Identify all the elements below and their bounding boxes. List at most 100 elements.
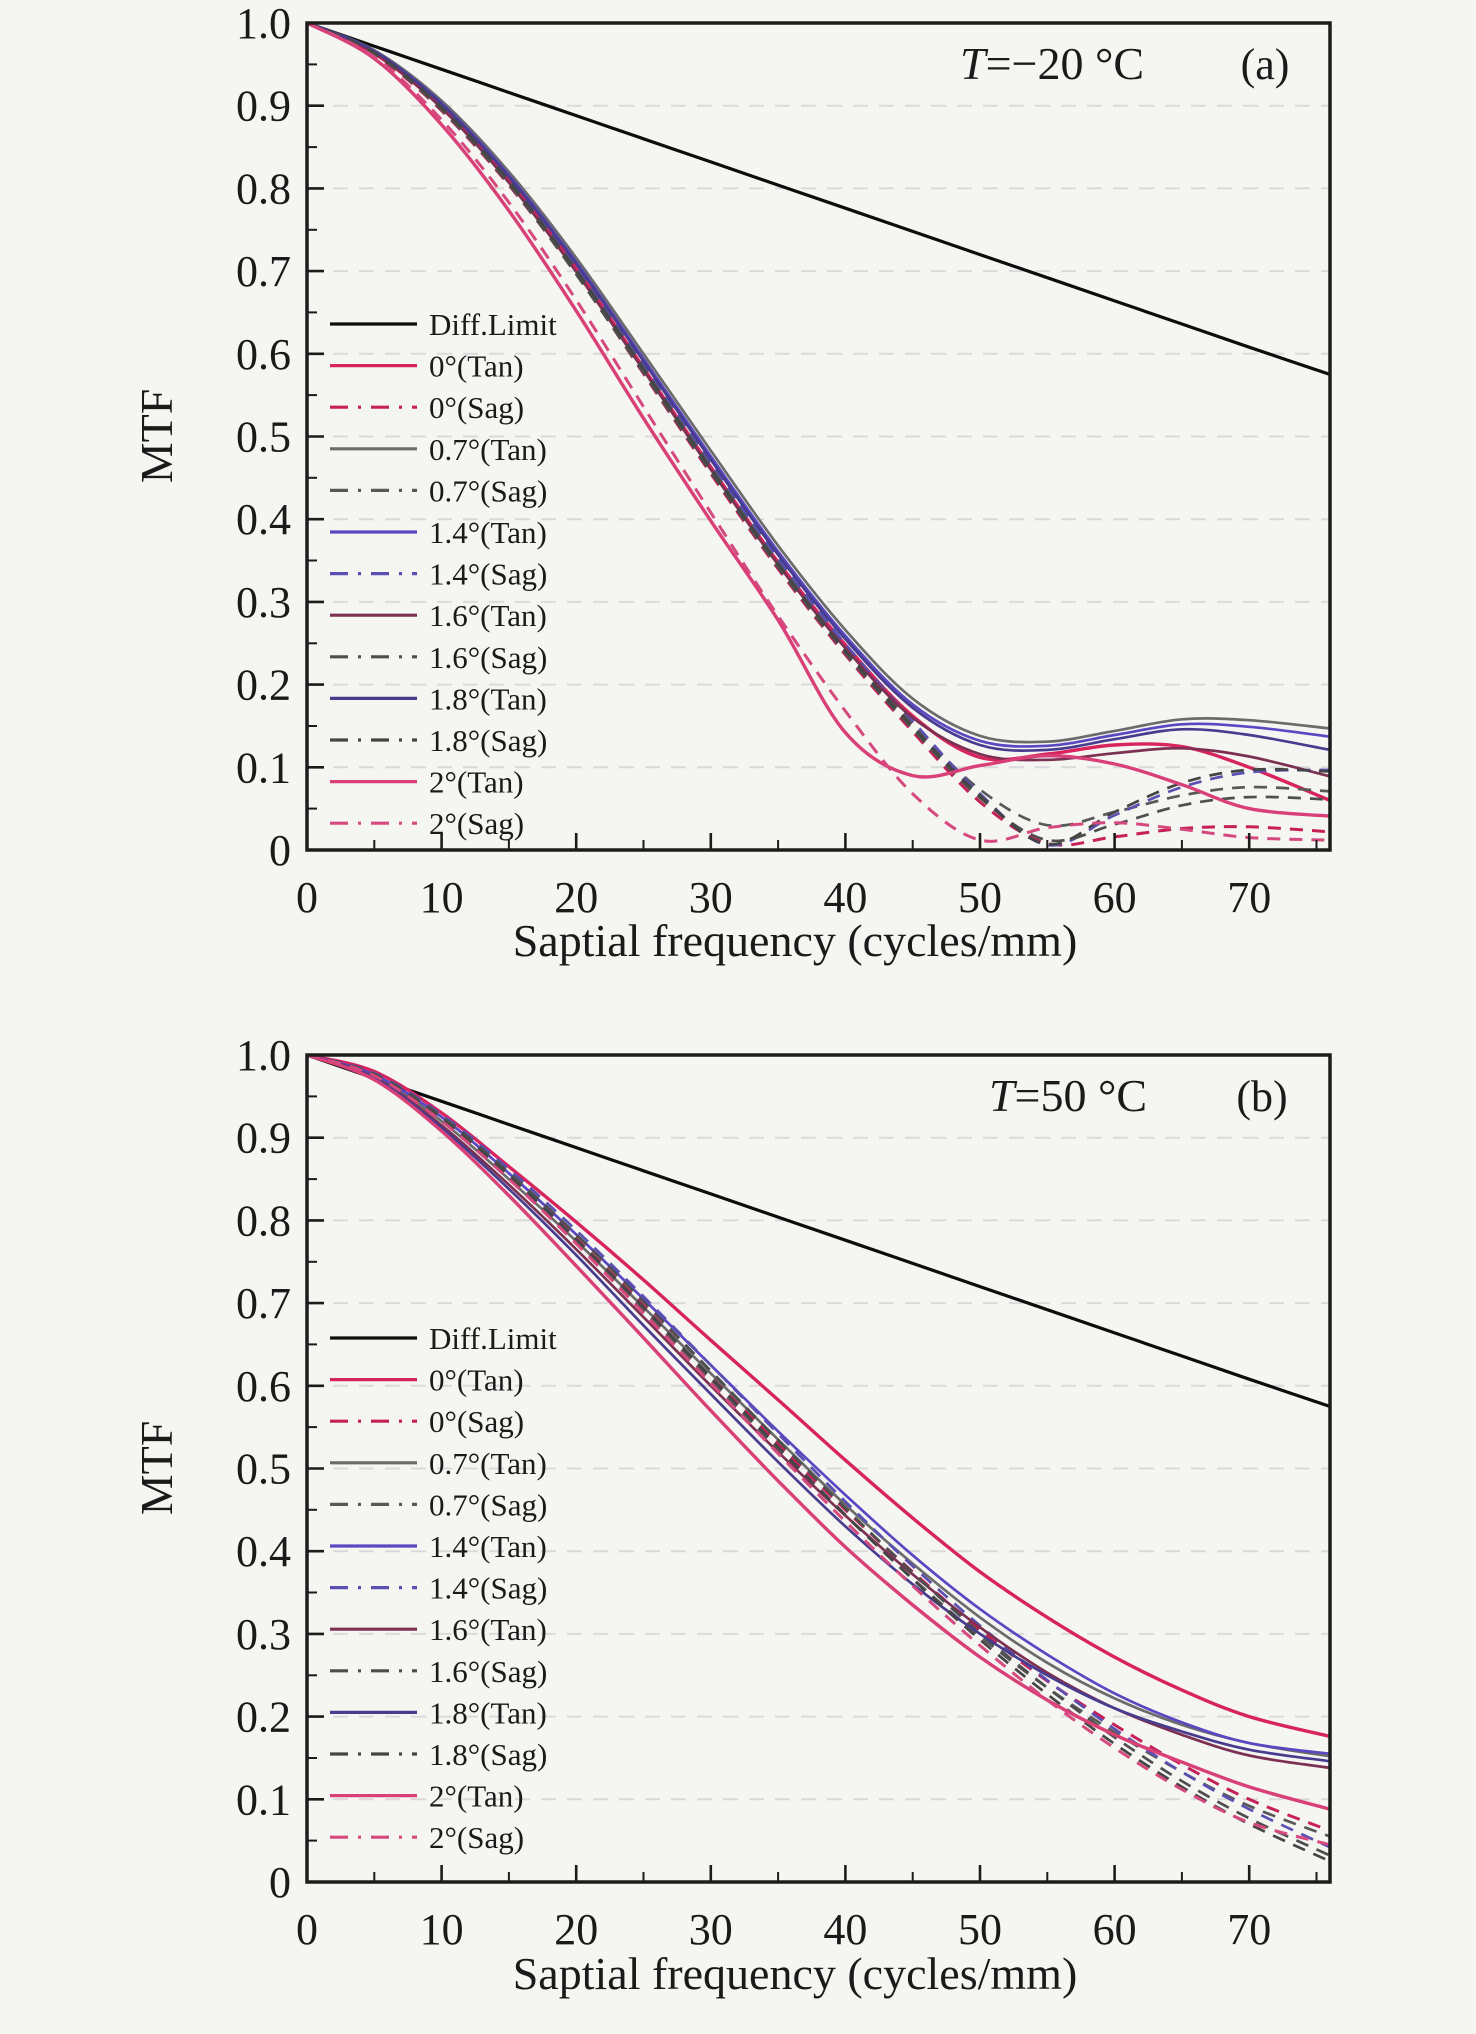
x-tick-label: 60 xyxy=(1093,1905,1137,1954)
y-tick-label: 0.1 xyxy=(236,743,291,792)
legend-item: 0.7°(Tan) xyxy=(330,1446,547,1481)
y-tick-label: 0.4 xyxy=(236,1527,291,1576)
legend-item: 1.8°(Sag) xyxy=(330,1737,547,1772)
legend-item: 1.4°(Tan) xyxy=(330,1529,547,1564)
x-tick-label: 30 xyxy=(689,873,733,922)
x-tick-label: 20 xyxy=(554,1905,598,1954)
legend-item: 0°(Tan) xyxy=(330,1363,524,1398)
x-tick-label: 50 xyxy=(958,1905,1002,1954)
curve-1.4-tan- xyxy=(307,23,1330,748)
legend-label: 2°(Tan) xyxy=(429,1779,524,1814)
legend-item: 1.4°(Sag) xyxy=(330,557,547,592)
y-axis-title: MTF xyxy=(131,389,182,484)
legend-label: 0.7°(Tan) xyxy=(429,1446,547,1481)
legend-label: 1.4°(Tan) xyxy=(429,515,547,550)
y-tick-label: 0.6 xyxy=(236,330,291,379)
y-tick-label: 1.0 xyxy=(236,1031,291,1080)
legend-label: 0.7°(Tan) xyxy=(429,432,547,467)
legend-label: 1.6°(Sag) xyxy=(429,1654,547,1689)
legend-label: 0°(Tan) xyxy=(429,1363,524,1398)
x-tick-label: 0 xyxy=(296,1905,318,1954)
y-tick-label: 0 xyxy=(269,1858,291,1907)
x-tick-label: 70 xyxy=(1227,873,1271,922)
x-tick-label: 10 xyxy=(420,873,464,922)
legend-item: 0°(Sag) xyxy=(330,390,524,425)
legend-item: 0°(Tan) xyxy=(330,349,524,384)
y-tick-label: 0.8 xyxy=(236,1196,291,1245)
legend-label: 1.4°(Tan) xyxy=(429,1529,547,1564)
curve-1.6-tan- xyxy=(307,1055,1330,1770)
curve-2-tan- xyxy=(307,23,1330,818)
legend-item: 1.8°(Sag) xyxy=(330,723,547,758)
legend-item: 0°(Sag) xyxy=(330,1404,524,1439)
curve-1.4-sag- xyxy=(307,23,1330,847)
legend-item: 1.8°(Tan) xyxy=(330,1695,547,1730)
legend-label: 0.7°(Sag) xyxy=(429,1487,547,1522)
curve-1.6-sag- xyxy=(307,23,1330,843)
mtf-panel-a: Diff.Limit 0°(Tan) 0°(Sag) 0.7°(Tan) 0.7°(Sa… xyxy=(131,0,1332,966)
legend-label: 1.8°(Tan) xyxy=(429,681,547,716)
curve-2-sag- xyxy=(307,23,1330,843)
y-tick-label: 0.2 xyxy=(236,1693,291,1742)
legend-item: 1.6°(Tan) xyxy=(330,598,547,633)
y-tick-label: 0.2 xyxy=(236,661,291,710)
y-tick-label: 0.8 xyxy=(236,164,291,213)
legend-label: 0°(Sag) xyxy=(429,1404,524,1439)
legend-item: Diff.Limit xyxy=(330,307,557,342)
legend-label: 1.8°(Sag) xyxy=(429,1737,547,1772)
x-axis-title: Saptial frequency (cycles/mm) xyxy=(513,1948,1078,1999)
legend-label: 2°(Tan) xyxy=(429,765,524,800)
curve-1.8-tan- xyxy=(307,23,1330,752)
legend-item: 2°(Sag) xyxy=(330,1820,524,1855)
legend-item: 1.8°(Tan) xyxy=(330,681,547,716)
legend-label: 1.4°(Sag) xyxy=(429,557,547,592)
x-tick-label: 40 xyxy=(823,1905,867,1954)
legend-item: 1.4°(Tan) xyxy=(330,515,547,550)
y-tick-label: 0.5 xyxy=(236,413,291,462)
legend-label: 0°(Sag) xyxy=(429,390,524,425)
legend-label: 1.8°(Sag) xyxy=(429,723,547,758)
legend-item: 0.7°(Sag) xyxy=(330,1487,547,1522)
legend-label: 2°(Sag) xyxy=(429,806,524,841)
curve-2-tan- xyxy=(307,1055,1330,1811)
x-tick-label: 60 xyxy=(1093,873,1137,922)
legend-item: 1.6°(Tan) xyxy=(330,1612,547,1647)
legend-item: 0.7°(Sag) xyxy=(330,473,547,508)
legend-label: 0°(Tan) xyxy=(429,349,524,384)
y-tick-label: 0.7 xyxy=(236,1279,291,1328)
x-axis-title: Saptial frequency (cycles/mm) xyxy=(513,915,1078,966)
legend-label: 1.8°(Tan) xyxy=(429,1695,547,1730)
y-axis-title: MTF xyxy=(131,1421,182,1516)
y-tick-label: 0.1 xyxy=(236,1775,291,1824)
curve-diff.limit xyxy=(307,1055,1330,1409)
curve-2-sag- xyxy=(307,1055,1330,1847)
x-tick-label: 20 xyxy=(554,873,598,922)
mtf-chart-a: Diff.Limit 0°(Tan) 0°(Sag) 0.7°(Tan) 0.7°(Sa… xyxy=(131,0,1332,966)
curve-1.8-sag- xyxy=(307,1055,1330,1863)
legend-item: 0.7°(Tan) xyxy=(330,432,547,467)
y-tick-label: 0.5 xyxy=(236,1445,291,1494)
curve-1.6-sag- xyxy=(307,1055,1330,1857)
legend-label: 2°(Sag) xyxy=(429,1820,524,1855)
curve-1.8-tan- xyxy=(307,1055,1330,1763)
y-tick-label: 0.3 xyxy=(236,578,291,627)
legend-item: Diff.Limit xyxy=(330,1321,557,1356)
legend-label: 1.6°(Tan) xyxy=(429,598,547,633)
curve-1.6-tan- xyxy=(307,23,1330,778)
mtf-panel-b: Diff.Limit 0°(Tan) 0°(Sag) 0.7°(Tan) 0.7°(Sa… xyxy=(0,1017,1476,2034)
x-tick-label: 30 xyxy=(689,1905,733,1954)
y-tick-label: 0.6 xyxy=(236,1362,291,1411)
legend-item: 2°(Tan) xyxy=(330,1779,524,1814)
y-tick-label: 0.3 xyxy=(236,1610,291,1659)
curve-0.7-tan- xyxy=(307,23,1330,744)
y-tick-label: 0.9 xyxy=(236,82,291,131)
legend-label: 1.4°(Sag) xyxy=(429,1571,547,1606)
y-tick-label: 0.7 xyxy=(236,247,291,296)
legend-label: 1.6°(Tan) xyxy=(429,1612,547,1647)
panel-label: (b) xyxy=(1236,1072,1287,1121)
x-tick-label: 40 xyxy=(823,873,867,922)
x-tick-label: 10 xyxy=(420,1905,464,1954)
legend-item: 2°(Tan) xyxy=(330,765,524,800)
legend-item: 2°(Sag) xyxy=(330,806,524,841)
temperature-annotation: T=−20 °C xyxy=(960,38,1144,89)
